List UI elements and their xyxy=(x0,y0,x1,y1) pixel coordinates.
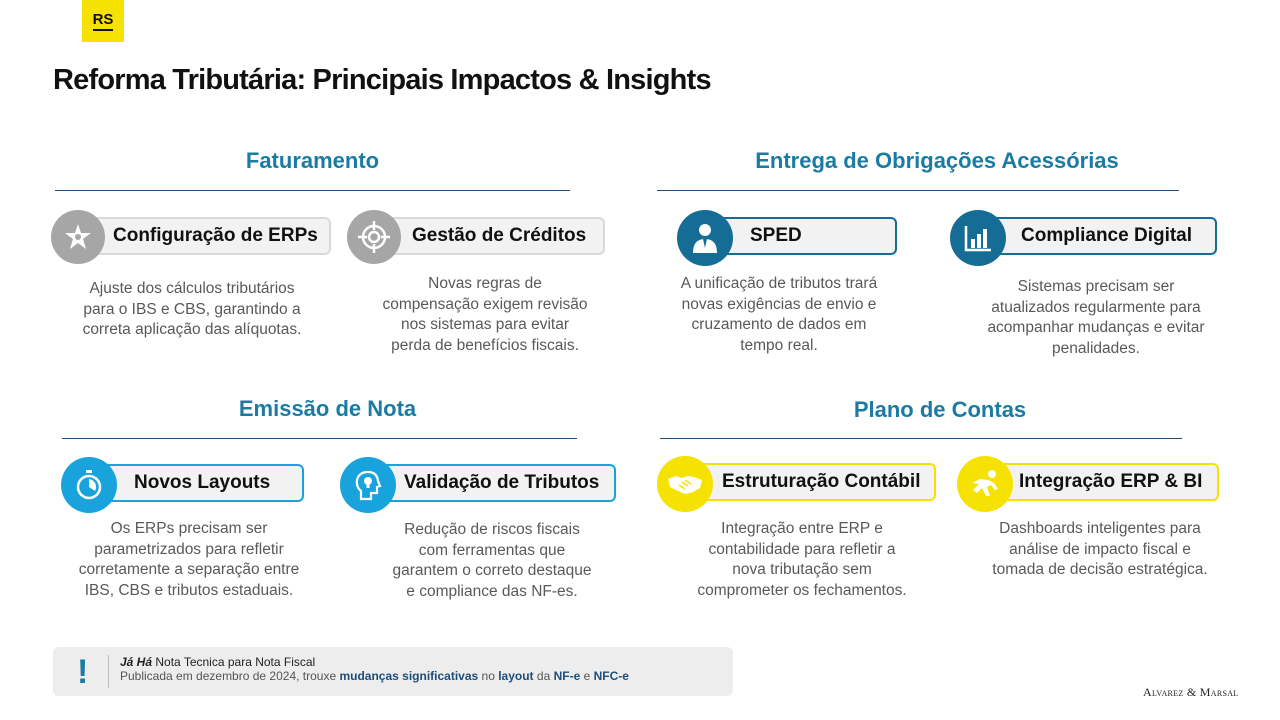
card-gestao-creditos[interactable]: Gestão de Créditos xyxy=(383,217,605,255)
businessman-icon xyxy=(677,210,733,266)
section-title-faturamento: Faturamento xyxy=(245,148,380,173)
page-title: Reforma Tributária: Principais Impactos … xyxy=(53,64,712,96)
section-rule xyxy=(62,438,577,439)
card-description: A unificação de tributos trará novas exig… xyxy=(680,275,878,354)
head-lightbulb-icon xyxy=(340,457,396,513)
section-title-obrigacoes: Entrega de Obrigações Acessórias xyxy=(755,148,1119,173)
card-integracao-erp-bi[interactable]: Integração ERP & BI xyxy=(993,463,1219,501)
card-description: Redução de riscos fiscais com ferramentas… xyxy=(392,521,592,600)
note-heading: Já Há Nota Tecnica para Nota Fiscal xyxy=(120,655,316,669)
card-description: Sistemas precisam ser atualizados regular… xyxy=(987,278,1205,357)
logo: RS xyxy=(82,0,124,42)
note-divider xyxy=(108,655,109,688)
card-sped[interactable]: SPED xyxy=(710,217,897,255)
section-rule xyxy=(657,190,1179,191)
card-description: Novas regras de compensação exigem revisã… xyxy=(382,275,588,354)
puzzle-star-icon xyxy=(51,210,105,264)
logo-text: RS xyxy=(92,10,114,28)
card-label: Configuração de ERPs xyxy=(113,225,318,246)
card-label: Estruturação Contábil xyxy=(722,471,921,492)
card-description: Integração entre ERP e contabilidade para… xyxy=(697,520,907,599)
runner-icon xyxy=(957,456,1013,512)
card-configuracao-erps[interactable]: Configuração de ERPs xyxy=(86,217,331,255)
card-validacao-tributos[interactable]: Validação de Tributos xyxy=(375,464,616,502)
section-title-emissao: Emissão de Nota xyxy=(238,396,417,421)
section-rule xyxy=(660,438,1182,439)
section-rule xyxy=(55,190,570,191)
card-description: Dashboards inteligentes para análise de i… xyxy=(992,520,1208,578)
card-compliance-digital[interactable]: Compliance Digital xyxy=(983,217,1217,255)
target-icon xyxy=(347,210,401,264)
card-novos-layouts[interactable]: Novos Layouts xyxy=(94,464,304,502)
card-description: Ajuste dos cálculos tributários para o IB… xyxy=(82,280,302,338)
card-estruturacao-contabil[interactable]: Estruturação Contábil xyxy=(693,463,936,501)
card-description: Os ERPs precisam ser parametrizados para … xyxy=(78,520,300,599)
exclamation-icon: ! xyxy=(77,653,89,691)
card-label: Novos Layouts xyxy=(134,472,271,493)
handshake-icon xyxy=(657,456,713,512)
card-label: Validação de Tributos xyxy=(404,472,600,493)
card-label: Compliance Digital xyxy=(1021,225,1193,246)
brand-logo: Alvarez & Marsal xyxy=(1143,685,1239,699)
card-label: SPED xyxy=(750,225,802,246)
section-title-plano: Plano de Contas xyxy=(853,397,1027,422)
note-text: Publicada em dezembro de 2024, trouxe mu… xyxy=(120,669,629,683)
card-label: Gestão de Créditos xyxy=(412,225,587,246)
bar-chart-icon xyxy=(950,210,1006,266)
card-label: Integração ERP & BI xyxy=(1019,471,1203,492)
stopwatch-icon xyxy=(61,457,117,513)
info-note: ! Já Há Nota Tecnica para Nota Fiscal Pu… xyxy=(53,647,733,696)
